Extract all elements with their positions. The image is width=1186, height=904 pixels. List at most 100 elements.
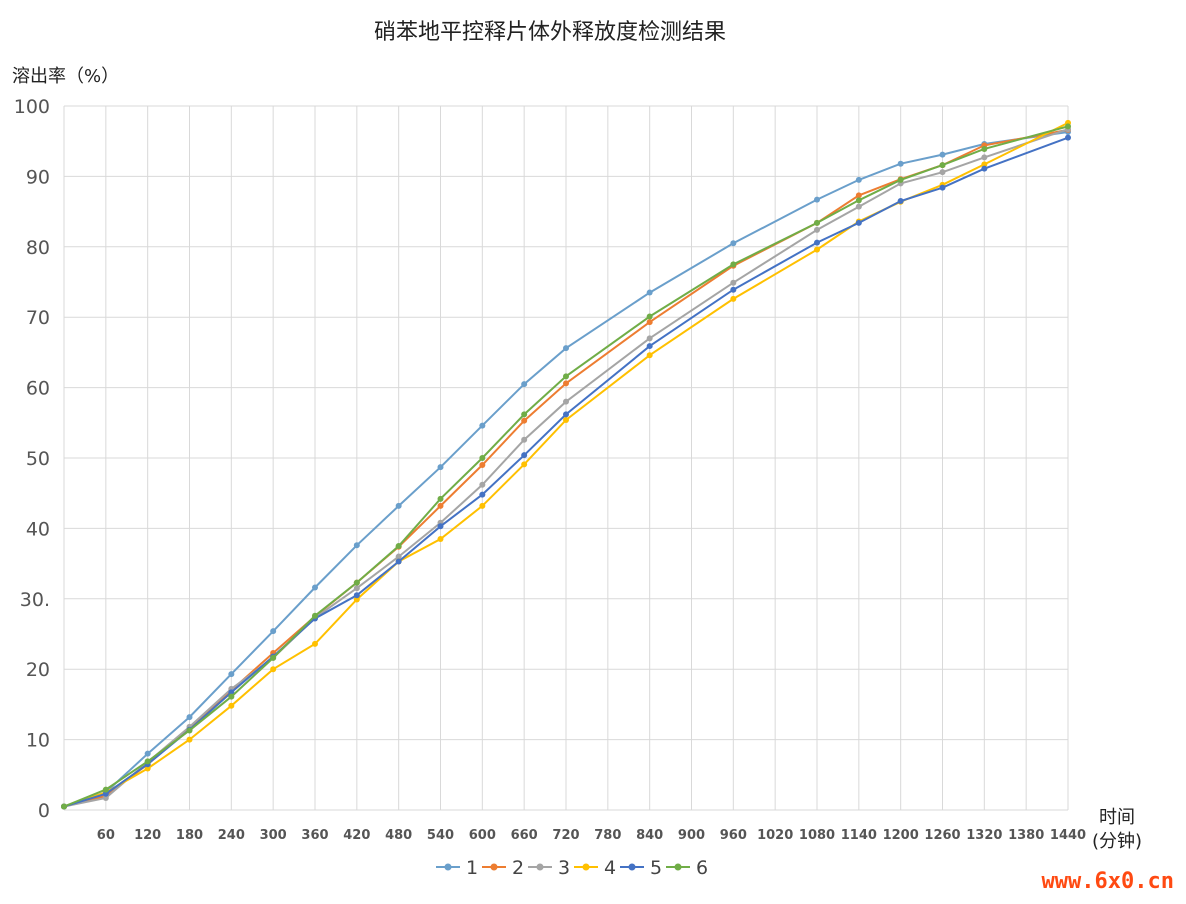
data-point-series-5 xyxy=(730,286,737,293)
data-point-series-6 xyxy=(521,411,528,418)
x-tick-label: 900 xyxy=(678,828,705,843)
data-point-series-4 xyxy=(730,295,737,302)
x-tick-label: 1320 xyxy=(966,828,1002,843)
y-tick-label: 10 xyxy=(26,730,50,752)
data-point-series-3 xyxy=(814,226,820,233)
legend-swatch-marker xyxy=(536,863,544,871)
data-point-series-3 xyxy=(521,436,528,443)
y-tick-label: 90 xyxy=(26,166,50,188)
data-point-series-1 xyxy=(228,671,235,678)
y-tick-label: 40 xyxy=(26,518,50,540)
x-tick-label: 720 xyxy=(552,828,579,843)
data-point-series-4 xyxy=(981,161,988,168)
x-tick-label: 300 xyxy=(260,828,287,843)
legend-swatch-marker xyxy=(582,863,590,871)
data-point-series-5 xyxy=(981,165,988,172)
x-tick-label: 1380 xyxy=(1008,828,1044,843)
data-point-series-1 xyxy=(521,381,528,388)
legend-swatch-marker xyxy=(674,863,682,871)
data-point-series-5 xyxy=(855,219,862,226)
data-point-series-3 xyxy=(646,335,653,342)
x-tick-label: 600 xyxy=(469,828,496,843)
x-tick-label: 60 xyxy=(97,828,115,843)
y-tick-label: 100 xyxy=(14,96,50,118)
x-tick-label: 660 xyxy=(511,828,538,843)
data-point-series-5 xyxy=(563,411,569,418)
data-point-series-3 xyxy=(353,585,360,592)
chart-title: 硝苯地平控释片体外释放度检测结果 xyxy=(373,20,726,45)
data-point-series-1 xyxy=(730,240,737,247)
data-point-series-3 xyxy=(939,169,946,176)
data-point-series-1 xyxy=(186,714,193,721)
data-point-series-4 xyxy=(270,666,277,673)
data-point-series-6 xyxy=(353,579,360,586)
data-point-series-6 xyxy=(270,654,277,661)
data-point-series-3 xyxy=(479,481,486,488)
data-point-series-4 xyxy=(563,416,569,423)
legend-label: 6 xyxy=(696,857,708,879)
y-tick-label: 60 xyxy=(26,378,50,400)
data-point-series-1 xyxy=(144,750,151,757)
data-point-series-3 xyxy=(730,279,737,286)
y-tick-label: 80 xyxy=(26,237,50,259)
data-point-series-6 xyxy=(479,455,486,461)
data-point-series-3 xyxy=(855,203,862,210)
data-point-series-5 xyxy=(814,239,820,246)
y-tick-label: 0 xyxy=(38,800,50,822)
data-point-series-1 xyxy=(939,151,946,158)
data-point-series-1 xyxy=(437,464,444,471)
y-tick-label: 50 xyxy=(26,448,50,470)
x-tick-label: 1260 xyxy=(924,828,960,843)
x-tick-label: 420 xyxy=(343,828,370,843)
x-axis-label: 时间 (分钟) xyxy=(1092,806,1142,854)
data-point-series-6 xyxy=(897,176,904,183)
x-axis-label-line1: 时间 xyxy=(1099,807,1136,828)
data-point-series-4 xyxy=(814,246,820,253)
data-point-series-1 xyxy=(270,628,277,635)
data-point-series-1 xyxy=(395,502,402,509)
data-point-series-2 xyxy=(437,502,444,509)
data-point-series-1 xyxy=(353,542,360,549)
data-point-series-6 xyxy=(646,313,653,320)
data-point-series-2 xyxy=(479,462,486,469)
x-tick-label: 960 xyxy=(720,828,747,843)
legend-swatch-marker xyxy=(444,863,452,871)
data-point-series-4 xyxy=(186,736,193,743)
data-point-series-4 xyxy=(479,502,486,509)
y-axis-label: 溶出率（%） xyxy=(12,66,120,87)
legend-label: 4 xyxy=(604,857,616,879)
data-point-series-4 xyxy=(353,596,360,603)
data-point-series-5 xyxy=(102,790,109,797)
data-point-series-6 xyxy=(61,803,67,810)
x-axis-label-line2: (分钟) xyxy=(1092,831,1143,852)
data-point-series-5 xyxy=(521,452,528,459)
y-tick-label: 20 xyxy=(26,659,50,681)
data-point-series-6 xyxy=(563,373,569,380)
data-point-series-1 xyxy=(479,422,486,429)
data-point-series-4 xyxy=(312,640,318,647)
legend-label: 3 xyxy=(558,857,570,879)
data-point-series-3 xyxy=(395,553,402,560)
data-point-series-4 xyxy=(228,702,235,709)
data-point-series-6 xyxy=(1065,123,1071,130)
data-point-series-2 xyxy=(521,417,528,424)
data-point-series-1 xyxy=(897,160,904,167)
legend-swatch-marker xyxy=(490,863,498,871)
x-tick-label: 780 xyxy=(594,828,621,843)
x-tick-label: 1140 xyxy=(841,828,877,843)
data-point-series-6 xyxy=(144,758,151,765)
x-tick-label: 540 xyxy=(427,828,454,843)
x-tick-label: 120 xyxy=(134,828,161,843)
data-point-series-6 xyxy=(312,612,318,619)
x-tick-label: 240 xyxy=(218,828,245,843)
legend-label: 2 xyxy=(512,857,524,879)
data-point-series-5 xyxy=(939,184,946,191)
legend-label: 5 xyxy=(650,857,662,879)
data-point-series-5 xyxy=(646,343,653,350)
x-tick-label: 1020 xyxy=(757,828,793,843)
data-point-series-6 xyxy=(395,543,402,549)
x-tick-label: 1440 xyxy=(1050,828,1086,843)
x-tick-label: 840 xyxy=(636,828,663,843)
